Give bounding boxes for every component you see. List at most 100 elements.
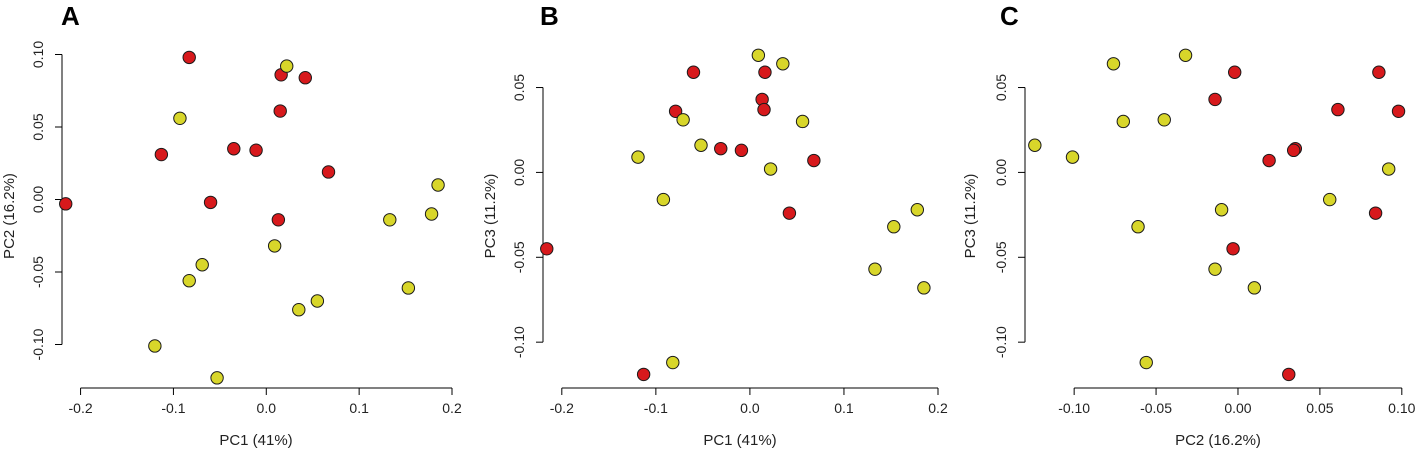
- panel-c-point-red: [1262, 153, 1276, 168]
- panel-a-point-red: [321, 165, 336, 179]
- panel-a-points: [59, 50, 445, 385]
- panel-c-x-tick-label: -0.10: [1058, 400, 1090, 416]
- panel-c-point-yellow: [1116, 114, 1130, 129]
- panel-a-y-tick-label: 0.05: [30, 113, 46, 140]
- panel-c-point-yellow: [1157, 113, 1171, 127]
- panel-a-ylabel: PC2 (16.2%): [1, 173, 18, 259]
- panel-a-point-red: [59, 197, 73, 211]
- panel-c-points: [1028, 48, 1406, 382]
- panel-b-point-red: [758, 65, 772, 79]
- panel-b-x-tick-label: -0.1: [644, 400, 668, 416]
- panel-a-point-yellow: [431, 178, 445, 192]
- panel-a-y-tick-label: -0.05: [30, 256, 46, 288]
- panel-b-point-red: [782, 206, 797, 220]
- panel-b-point-red: [734, 143, 749, 158]
- panel-c-point-yellow: [1139, 355, 1153, 370]
- panel-b-y-tick-label: -0.05: [511, 241, 527, 273]
- panel-c-point-red: [1372, 65, 1386, 79]
- panel-a-point-red: [298, 71, 312, 85]
- panel-b-point-red: [540, 242, 554, 256]
- panel-b-label: B: [540, 1, 559, 31]
- panel-b-point-yellow: [676, 113, 690, 127]
- panel-b-x-tick-label: 0.0: [740, 400, 760, 416]
- panel-c-y-tick-label: 0.05: [993, 74, 1009, 101]
- panel-a-y-tick-label: 0.10: [30, 41, 46, 68]
- panel-b: B -0.2 -0.1 0.0 0.1 0.2 -0.10 -0.05 0.00 0.05 PC…: [482, 1, 948, 449]
- panel-b-point-yellow: [666, 355, 680, 370]
- panel-a-y-tick-label: 0.00: [30, 186, 46, 213]
- panel-a-point-red: [227, 142, 241, 156]
- panel-b-point-yellow: [694, 138, 708, 152]
- panel-a-point-yellow: [148, 339, 162, 353]
- panel-b-points: [540, 48, 931, 382]
- panel-b-point-red: [668, 104, 683, 118]
- panel-b-point-yellow: [631, 150, 645, 164]
- panel-b-point-red: [714, 141, 728, 156]
- panel-c-point-red: [1331, 102, 1345, 117]
- panel-c-point-yellow: [1208, 262, 1222, 276]
- panel-a-x-tick-label: -0.1: [161, 400, 185, 416]
- panel-a-point-yellow: [310, 294, 325, 308]
- panel-c-ylabel: PC3 (11.2%): [962, 174, 979, 259]
- panel-c-x-tick-label: -0.05: [1140, 400, 1172, 416]
- panel-c-point-yellow: [1214, 203, 1229, 217]
- panel-a-x-tick-label: 0.2: [442, 400, 462, 416]
- panel-c: C -0.10 -0.05 0.00 0.05 0.10 -0.10 -0.05 0.00 0.…: [962, 1, 1416, 449]
- panel-b-point-red: [807, 153, 821, 168]
- panel-c-point-red: [1208, 92, 1222, 107]
- panel-c-point-yellow: [1178, 48, 1193, 62]
- panel-c-point-red: [1368, 206, 1383, 220]
- panel-a-point-red: [154, 147, 169, 162]
- panel-a-point-red: [203, 195, 218, 210]
- panel-c-point-red: [1391, 104, 1406, 118]
- panel-a-x-tick-label: 0.1: [349, 400, 369, 416]
- panel-c-point-red: [1286, 143, 1301, 158]
- panel-c-y-tick-label: -0.05: [993, 241, 1009, 273]
- panel-a-x-tick-label: -0.2: [69, 400, 93, 416]
- panel-c-x-tick-label: 0.00: [1224, 400, 1251, 416]
- panel-a-point-yellow: [401, 281, 416, 295]
- panel-c-point-yellow: [1106, 57, 1121, 71]
- panel-a-point-red: [182, 50, 196, 65]
- panel-b-x-tick-label: 0.1: [834, 400, 854, 416]
- panel-a-label: A: [61, 1, 80, 31]
- panel-a-point-yellow: [383, 213, 397, 227]
- panel-b-axes: -0.2 -0.1 0.0 0.1 0.2 -0.10 -0.05 0.00 0.05: [511, 74, 948, 416]
- panel-a-xlabel: PC1 (41%): [219, 432, 292, 449]
- panel-b-y-tick-label: 0.05: [511, 74, 527, 101]
- panel-b-x-tick-label: 0.2: [928, 400, 948, 416]
- panel-c-label: C: [1000, 1, 1019, 31]
- panel-a-y-tick-label: -0.10: [30, 328, 46, 360]
- panel-b-point-yellow: [887, 220, 901, 234]
- panel-b-point-yellow: [910, 203, 925, 217]
- panel-a-point-yellow: [424, 207, 439, 221]
- panel-a-point-red: [249, 143, 263, 157]
- panel-a-point-yellow: [280, 59, 294, 73]
- panel-c-point-yellow: [1247, 281, 1262, 295]
- panel-b-point-red: [686, 65, 701, 79]
- panel-b-point-yellow: [763, 162, 778, 176]
- panel-c-point-yellow: [1131, 220, 1145, 234]
- panel-a-x-tick-label: 0.0: [257, 400, 277, 416]
- panel-c-point-yellow: [1382, 162, 1396, 176]
- panel-b-point-yellow: [795, 114, 810, 129]
- panel-a-point-yellow: [210, 371, 224, 385]
- panel-b-y-tick-label: 0.00: [511, 159, 527, 186]
- panel-b-point-red: [636, 367, 651, 382]
- panel-c-axes: -0.10 -0.05 0.00 0.05 0.10 -0.10 -0.05 0.00 0.05: [993, 74, 1416, 416]
- panel-a: A -0.2 -0.1 0.0 0.1 0.2 -0.10 -0.05 0.00 0.05 0.1…: [1, 1, 462, 449]
- panel-b-x-tick-label: -0.2: [550, 400, 574, 416]
- panel-a-point-red: [273, 104, 287, 118]
- panel-b-point-yellow: [656, 192, 671, 207]
- panel-c-xlabel: PC2 (16.2%): [1175, 432, 1261, 449]
- panel-b-point-red: [757, 102, 771, 117]
- panel-c-y-tick-label: 0.00: [993, 159, 1009, 186]
- panel-b-point-yellow: [868, 262, 882, 276]
- panel-a-point-yellow: [267, 239, 282, 253]
- panel-a-point-red: [271, 213, 286, 227]
- panel-c-x-tick-label: 0.05: [1306, 400, 1333, 416]
- panel-c-point-yellow: [1065, 150, 1080, 164]
- panel-b-point-yellow: [917, 281, 931, 295]
- panel-b-xlabel: PC1 (41%): [703, 432, 776, 449]
